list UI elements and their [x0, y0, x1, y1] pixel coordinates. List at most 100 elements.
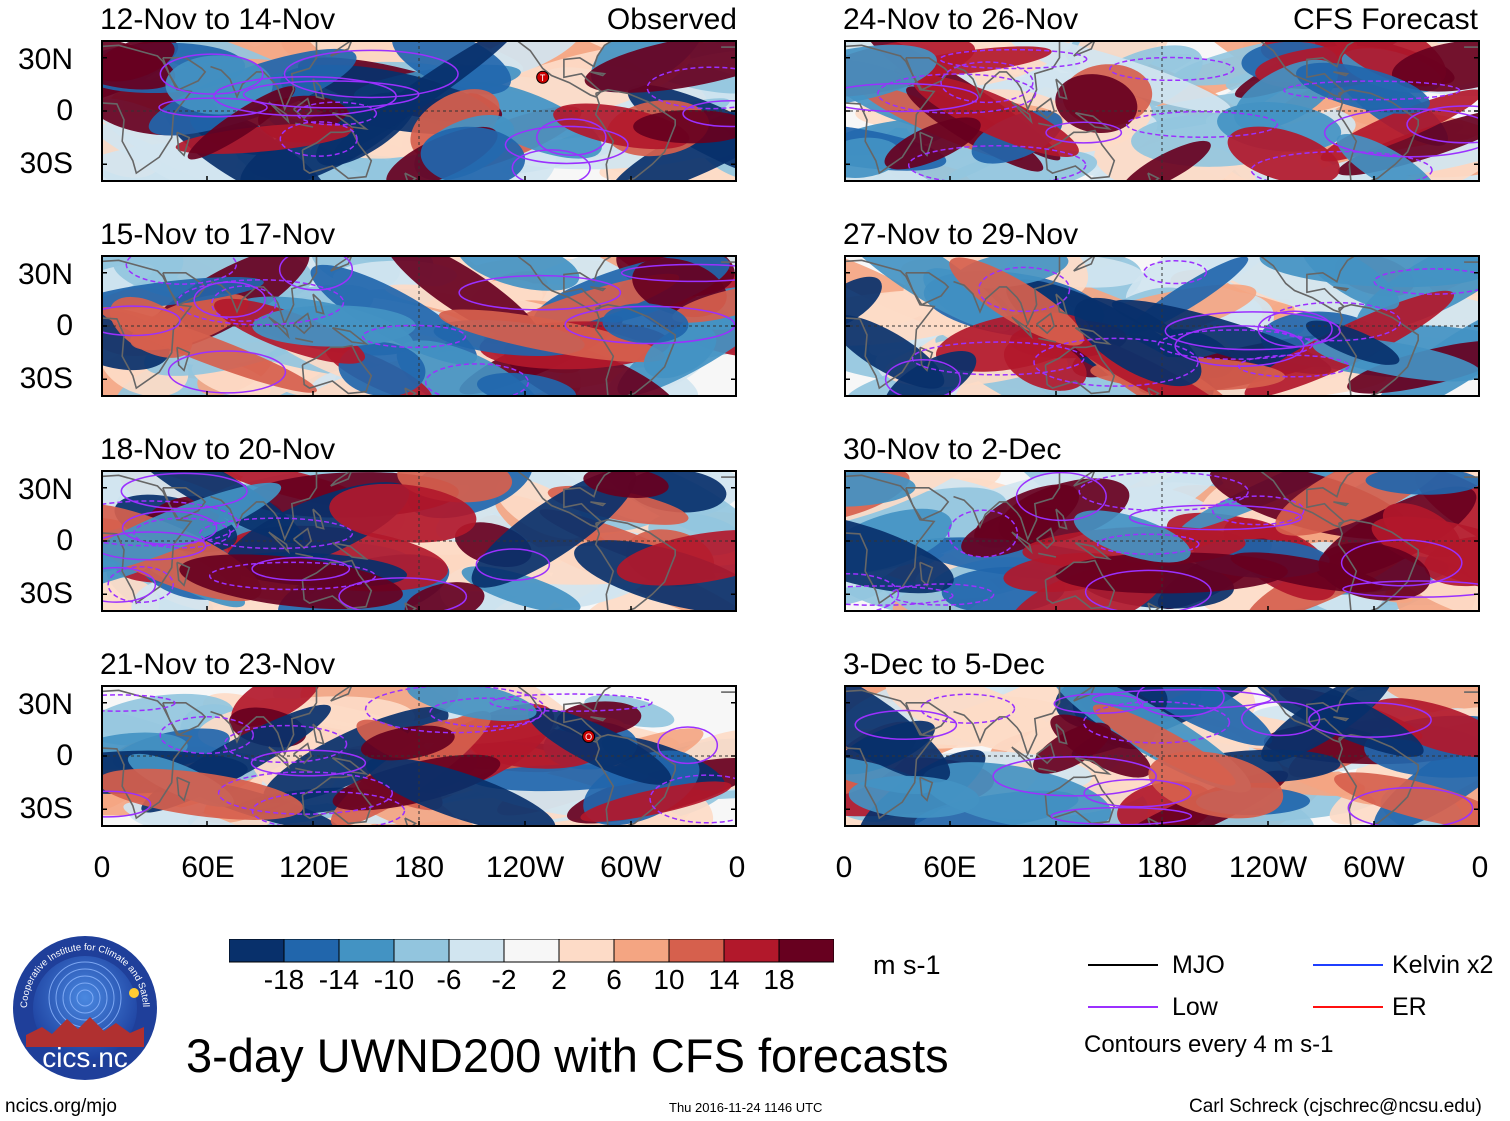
- lon-label-120w: 120W: [485, 851, 565, 884]
- low-contour: [1045, 121, 1123, 144]
- colorbar-swatch: [723, 939, 780, 963]
- coastline: [101, 44, 193, 175]
- coastline: [919, 561, 934, 587]
- storm-symbol: T: [540, 73, 546, 83]
- low-contour: [1340, 539, 1463, 587]
- coastline: [1333, 501, 1350, 507]
- wind-anomaly-blob: [179, 554, 403, 610]
- low-contour: [133, 517, 232, 549]
- wind-anomaly-blob: [471, 470, 637, 588]
- low-contour: [242, 80, 420, 109]
- coastline: [1258, 255, 1357, 313]
- lat-label-30n: 30N: [17, 688, 73, 721]
- coastline: [176, 346, 191, 372]
- footer-author: Carl Schreck (cjschrec@ncsu.edu): [1189, 1096, 1482, 1117]
- coastline: [301, 344, 373, 395]
- panel-label-cfs-forecast: CFS Forecast: [1292, 3, 1478, 36]
- legend-label-mjo: MJO: [1172, 951, 1225, 979]
- coastline: [295, 767, 314, 773]
- colorbar-tick-label: 2: [551, 964, 567, 995]
- colorbar-swatch: [229, 939, 285, 963]
- coastline: [330, 255, 353, 272]
- low-contour: [1250, 150, 1433, 182]
- coastline: [590, 71, 607, 77]
- low-contour: [159, 715, 255, 755]
- map-panel-5: [844, 40, 1480, 182]
- low-contour: [1240, 701, 1321, 737]
- low-contour: [1015, 471, 1107, 522]
- low-contour: [361, 324, 467, 349]
- low-contour: [620, 263, 737, 283]
- wind-anomaly-blob: [1301, 255, 1400, 310]
- low-contour: [504, 125, 629, 165]
- tropical-storm-icon: [536, 70, 550, 84]
- colorbar-swatch: [778, 939, 834, 963]
- wind-anomaly-blob: [1391, 40, 1480, 92]
- coastline: [919, 131, 934, 157]
- colorbar-tick-label: -2: [491, 964, 517, 995]
- footer-url: ncics.org/mjo: [5, 1096, 117, 1117]
- low-contour: [101, 305, 181, 337]
- low-contour: [1143, 260, 1208, 285]
- logo-text: cics.nc: [42, 1042, 128, 1073]
- coastline: [594, 88, 676, 182]
- wind-anomaly-blob: [844, 685, 951, 783]
- coastline: [844, 259, 936, 390]
- sun-icon: [129, 988, 139, 998]
- low-contour: [646, 66, 737, 110]
- map-panel-1: T: [101, 40, 737, 182]
- coastline: [1011, 101, 1033, 125]
- colorbar-tick-label: -14: [318, 964, 360, 995]
- low-contour: [278, 255, 354, 291]
- low-contour: [1078, 471, 1249, 512]
- coastline: [1258, 685, 1357, 743]
- coastline: [1036, 742, 1056, 765]
- lon-label-120e: 120E: [278, 851, 350, 884]
- wind-anomaly-blob: [101, 119, 298, 182]
- low-contour: [1373, 268, 1480, 295]
- wind-anomaly-blob: [884, 351, 977, 397]
- coastline: [1036, 312, 1056, 335]
- low-contour: [458, 274, 622, 311]
- coastline: [268, 316, 290, 340]
- colorbar-swatch: [283, 939, 340, 963]
- wind-anomaly-blob: [1305, 320, 1400, 365]
- coastline: [312, 293, 325, 315]
- coastline: [301, 559, 373, 610]
- low-contour: [1164, 311, 1341, 351]
- panel-title-2: 15-Nov to 17-Nov: [100, 218, 336, 251]
- lon-label-0: 0: [93, 851, 111, 884]
- low-contour: [338, 577, 468, 612]
- panel-title-8: 3-Dec to 5-Dec: [843, 648, 1045, 681]
- wind-anomaly-blob: [1148, 751, 1284, 819]
- coastline: [515, 470, 614, 528]
- lat-label-30s: 30S: [19, 147, 73, 180]
- wind-anomaly-blob: [1275, 470, 1451, 536]
- low-contour: [854, 709, 958, 740]
- low-contour: [939, 48, 1088, 70]
- coastline: [331, 327, 369, 345]
- low-contour: [158, 97, 268, 118]
- low-contour: [911, 341, 1085, 376]
- wind-anomaly-blob: [912, 75, 1079, 157]
- coastline: [953, 40, 1061, 112]
- coastline: [515, 255, 614, 313]
- lat-label-30n: 30N: [17, 43, 73, 76]
- low-contour: [564, 305, 736, 345]
- low-contour: [884, 359, 961, 397]
- colorbar-swatch: [503, 939, 560, 963]
- coastline: [594, 733, 676, 827]
- low-contour: [682, 100, 737, 128]
- coastline: [331, 112, 369, 130]
- wind-anomaly-blob: [1261, 685, 1393, 762]
- low-contour: [193, 281, 266, 318]
- coastline: [101, 259, 193, 390]
- coastline: [1044, 344, 1116, 395]
- colorbar-swatch: [393, 939, 450, 963]
- lon-label-60w: 60W: [600, 851, 662, 884]
- coastline: [1337, 733, 1419, 827]
- map-panel-7: [844, 470, 1480, 612]
- coastline: [1038, 552, 1057, 558]
- coastline: [312, 78, 325, 100]
- wind-anomaly-blob: [101, 307, 317, 393]
